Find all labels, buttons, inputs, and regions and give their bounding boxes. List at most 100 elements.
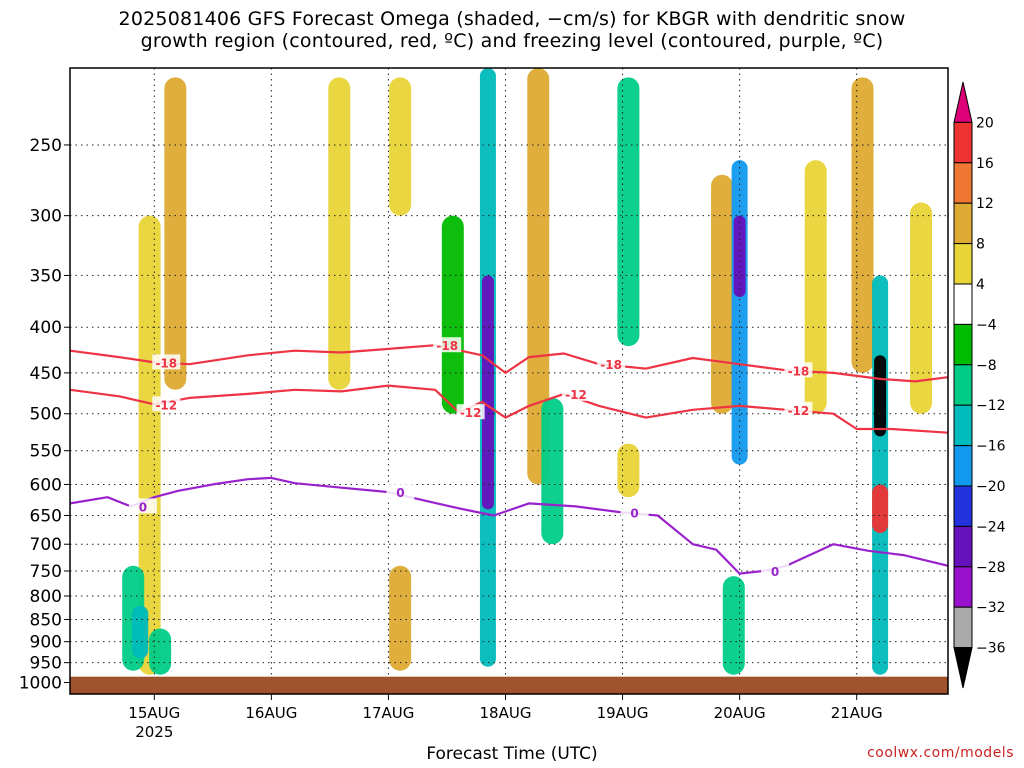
colorbar-label-11: −28 (976, 560, 1006, 576)
omega-cell-18 (722, 576, 745, 675)
ground-strip (70, 676, 948, 694)
omega-cell-4 (149, 628, 172, 675)
contour-label-0: 0 (771, 565, 779, 579)
omega-cell-0 (138, 215, 161, 675)
colorbar-cap-top (953, 81, 973, 123)
omega-cell-14 (617, 443, 640, 498)
omega-cell-15 (711, 174, 734, 414)
omega-cell-13 (617, 77, 640, 347)
colorbar-swatch-7 (953, 364, 973, 406)
y-tick-label-350: 350 (30, 266, 62, 286)
x-axis-ticks: 15AUG 16AUG 17AUG 18AUG 19AUG 20AUG 21AUG 2025 (128, 694, 883, 741)
contour-label--18: -18 (788, 364, 810, 378)
omega-cell-20 (851, 77, 874, 373)
colorbar-swatch-10 (953, 485, 973, 527)
y-axis-ticks: 250 300 350 400 450 500 550 600 650 700 750 800 8509… (19, 136, 70, 694)
plot-frame (69, 67, 949, 695)
contour-label-bg (562, 385, 591, 401)
y-tick-label-600: 600 (30, 475, 62, 495)
y-tick-label-500: 500 (30, 405, 62, 425)
contour-label-0: 0 (630, 506, 638, 520)
colorbar-swatch-11 (953, 525, 973, 568)
omega-cell-6 (389, 565, 412, 671)
omega-cell-12 (541, 397, 564, 545)
y-tick-label-850: 850 (30, 611, 62, 631)
omega-cell-7 (389, 77, 412, 216)
colorbar: 20 16 12 8 4 −4 −8 −12 −16 −20 −24 −28 −32 −36 (953, 81, 1006, 689)
contour-label-bg (784, 362, 813, 378)
y-tick-label-900: 900 (30, 633, 62, 653)
x-tick-year: 2025 (135, 723, 173, 741)
omega-cell-21 (872, 275, 889, 675)
contour-label-bg (761, 562, 790, 578)
contour-label--18: -18 (600, 358, 622, 372)
contour-label--12: -12 (788, 404, 810, 418)
ground-fill (70, 676, 948, 694)
omega-cell-23 (872, 484, 889, 533)
colorbar-label-3: 8 (976, 237, 985, 253)
contour-label-bg (784, 401, 813, 417)
omega-cell-3 (132, 605, 149, 659)
contour-label-0: 0 (396, 486, 404, 500)
contour-label--12: -12 (460, 406, 482, 420)
chart-title-line-2: growth region (contoured, red, ºC) and f… (140, 30, 884, 52)
colorbar-label-9: −20 (976, 479, 1006, 495)
omega-cell-5 (328, 77, 351, 390)
colorbar-swatch-2 (953, 162, 973, 204)
x-tick-label-16AUG: 16AUG (245, 704, 297, 722)
contour-label-bg (433, 337, 462, 353)
y-tick-label-650: 650 (30, 506, 62, 526)
x-axis-label: Forecast Time (UTC) (426, 744, 598, 764)
colorbar-label-5: −4 (976, 317, 997, 333)
colorbar-swatch-4 (953, 243, 973, 285)
colorbar-cap-bottom (953, 647, 973, 689)
y-tick-label-550: 550 (30, 442, 62, 462)
colorbar-label-12: −32 (976, 600, 1006, 616)
colorbar-label-6: −8 (976, 358, 997, 374)
omega-cell-22 (874, 355, 887, 437)
contour-label--18: -18 (436, 339, 458, 353)
contour-label--12: -12 (155, 398, 177, 412)
colorbar-swatch-13 (953, 606, 973, 649)
colorbar-label-8: −16 (976, 439, 1006, 455)
omega-cell-24 (910, 202, 933, 414)
y-tick-label-800: 800 (30, 587, 62, 607)
omega-cell-1 (164, 77, 187, 390)
y-tick-label-700: 700 (30, 535, 62, 555)
credit-link[interactable]: coolwx.com/models (867, 745, 1014, 761)
colorbar-label-13: −36 (976, 641, 1006, 657)
colorbar-label-1: 16 (976, 156, 994, 172)
y-tick-label-450: 450 (30, 364, 62, 384)
contour-lines: -18 -18 -18 -18 -12 -12 -12 -12 0 0 0 0 (70, 337, 948, 579)
contour-line-0 (70, 476, 948, 575)
contour-label-bg (386, 484, 415, 500)
x-tick-label-20AUG: 20AUG (714, 704, 766, 722)
colorbar-swatch-8 (953, 404, 973, 447)
colorbar-swatch-5 (953, 283, 973, 325)
colorbar-label-7: −12 (976, 398, 1006, 414)
y-tick-label-250: 250 (30, 136, 62, 156)
colorbar-label-0: 20 (976, 115, 994, 131)
y-tick-label-750: 750 (30, 562, 62, 582)
contour-label-bg (456, 404, 485, 420)
chart-title-line-1: 2025081406 GFS Forecast Omega (shaded, −… (118, 8, 906, 30)
contour-label-bg (128, 498, 157, 514)
chart-title: 2025081406 GFS Forecast Omega (shaded, −… (0, 8, 1024, 52)
contour-label-bg (152, 354, 181, 370)
y-tick-label-300: 300 (30, 207, 62, 227)
x-tick-label-15AUG: 15AUG (128, 704, 180, 722)
omega-cell-8 (441, 215, 464, 414)
omega-cell-11 (527, 68, 550, 485)
colorbar-swatch-12 (953, 566, 973, 608)
colorbar-swatch-9 (953, 445, 973, 487)
colorbar-swatch-6 (953, 323, 973, 366)
contour-label-0: 0 (139, 500, 147, 514)
y-tick-label-400: 400 (30, 318, 62, 338)
colorbar-label-4: 4 (976, 277, 985, 293)
colorbar-label-2: 12 (976, 196, 994, 212)
contour-label-bg (152, 396, 181, 412)
contour-label-bg (597, 356, 626, 372)
x-tick-label-21AUG: 21AUG (831, 704, 883, 722)
contour-label-bg (620, 504, 649, 520)
